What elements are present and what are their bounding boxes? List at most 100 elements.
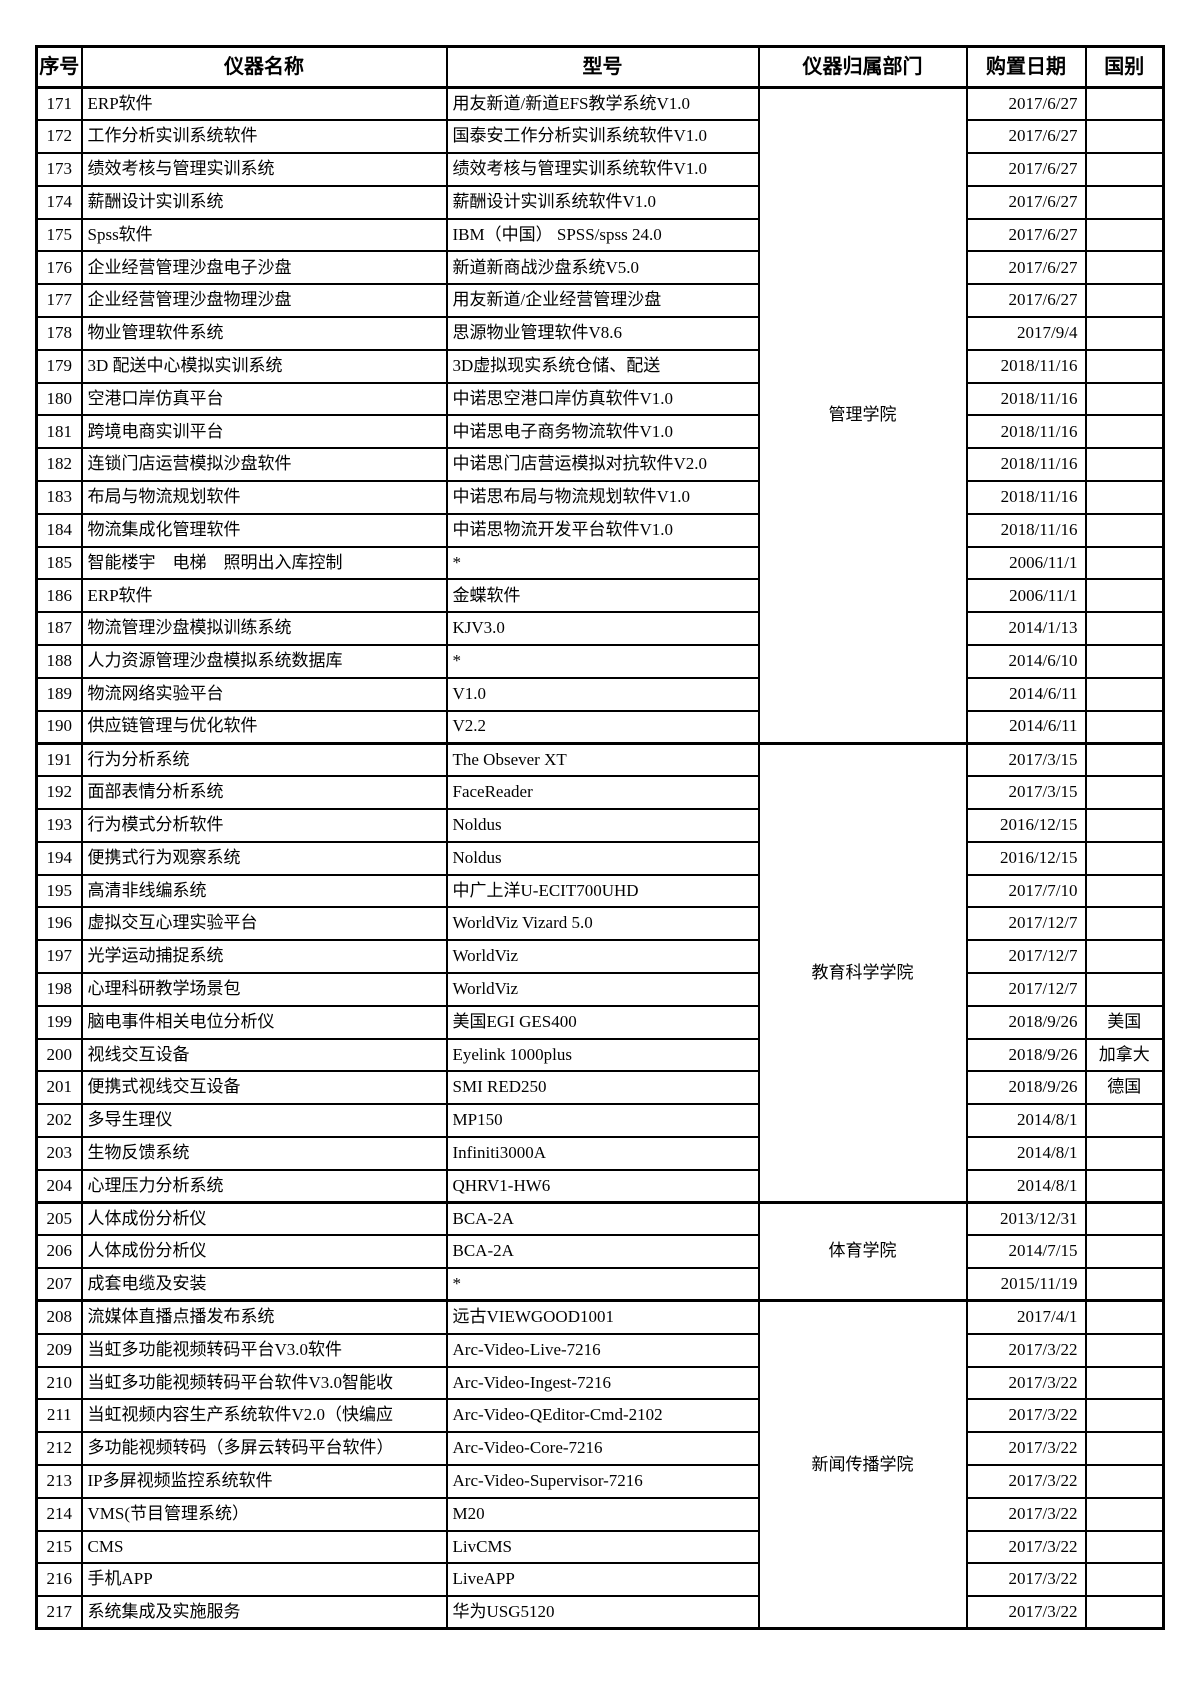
table-row: 172 工作分析实训系统软件 国泰安工作分析实训系统软件V1.0 2017/6/27 <box>35 119 1165 155</box>
cell-date: 2017/3/22 <box>965 1398 1087 1434</box>
cell-country <box>1084 1168 1165 1204</box>
cell-country <box>1084 775 1165 811</box>
cell-date: 2006/11/1 <box>965 578 1087 614</box>
cell-country <box>1084 381 1165 417</box>
cell-model: 中诺思物流开发平台软件V1.0 <box>445 512 760 548</box>
cell-index: 201 <box>35 1070 83 1106</box>
cell-name: 物流网络实验平台 <box>80 676 448 712</box>
cell-date: 2017/3/22 <box>965 1529 1087 1565</box>
cell-date: 2018/11/16 <box>965 348 1087 384</box>
cell-model: * <box>445 1267 760 1302</box>
cell-model: KJV3.0 <box>445 611 760 647</box>
cell-index: 177 <box>35 283 83 319</box>
cell-date: 2017/12/7 <box>965 906 1087 942</box>
table-row: 187 物流管理沙盘模拟训练系统 KJV3.0 2014/1/13 <box>35 611 1165 647</box>
cell-name: 物流集成化管理软件 <box>80 512 448 548</box>
cell-country <box>1084 873 1165 909</box>
cell-model: Arc-Video-Ingest-7216 <box>445 1365 760 1401</box>
table-row: 182 连锁门店运营模拟沙盘软件 中诺思门店营运模拟对抗软件V2.0 2018/11/… <box>35 447 1165 483</box>
cell-country <box>1084 1431 1165 1466</box>
cell-country <box>1084 972 1165 1007</box>
cell-index: 184 <box>35 512 83 548</box>
cell-country <box>1084 808 1165 843</box>
cell-date: 2014/6/10 <box>965 644 1087 679</box>
cell-model: Arc-Video-Supervisor-7216 <box>445 1463 760 1499</box>
cell-model: BCA-2A <box>445 1234 760 1270</box>
cell-country <box>1084 283 1165 319</box>
cell-country <box>1084 512 1165 548</box>
cell-date: 2017/4/1 <box>965 1299 1087 1335</box>
cell-date: 2017/3/15 <box>965 741 1087 778</box>
table-row: 202 多导生理仪 MP150 2014/8/1 <box>35 1103 1165 1138</box>
col-header-country: 国别 <box>1084 45 1165 89</box>
cell-model: Eyelink 1000plus <box>445 1037 760 1073</box>
table-row: 179 3D 配送中心模拟实训系统 3D虚拟现实系统仓储、配送 2018/11/16 <box>35 348 1165 384</box>
col-header-name: 仪器名称 <box>80 45 448 89</box>
table-row: 196 虚拟交互心理实验平台 WorldViz Vizard 5.0 2017/12/… <box>35 906 1165 942</box>
cell-date: 2017/3/22 <box>965 1595 1087 1630</box>
cell-index: 194 <box>35 840 83 876</box>
cell-date: 2014/7/15 <box>965 1234 1087 1270</box>
cell-model: 华为USG5120 <box>445 1595 760 1630</box>
cell-index: 209 <box>35 1332 83 1368</box>
cell-country <box>1084 1365 1165 1401</box>
cell-model: 美国EGI GES400 <box>445 1004 760 1040</box>
table-header: 序号 仪器名称 型号 仪器归属部门 购置日期 国别 <box>35 45 1165 89</box>
cell-name: 企业经营管理沙盘电子沙盘 <box>80 250 448 286</box>
cell-date: 2017/12/7 <box>965 972 1087 1007</box>
cell-name: Spss软件 <box>80 217 448 253</box>
table-row: 171 ERP软件 用友新道/新道EFS教学系统V1.0 管理学院 2017/6/27 <box>35 86 1165 745</box>
cell-name: 布局与物流规划软件 <box>80 480 448 515</box>
cell-date: 2017/3/22 <box>965 1562 1087 1598</box>
cell-date: 2017/6/27 <box>965 86 1087 122</box>
cell-department: 管理学院 <box>757 86 968 745</box>
cell-name: 供应链管理与优化软件 <box>80 709 448 745</box>
cell-model: 新道新商战沙盘系统V5.0 <box>445 250 760 286</box>
table-row: 185 智能楼宇 电梯 照明出入库控制 * 2006/11/1 <box>35 545 1165 581</box>
cell-name: 跨境电商实训平台 <box>80 414 448 450</box>
cell-date: 2018/11/16 <box>965 414 1087 450</box>
cell-name: 高清非线编系统 <box>80 873 448 909</box>
cell-name: 生物反馈系统 <box>80 1136 448 1171</box>
table-row: 207 成套电缆及安装 * 2015/11/19 <box>35 1267 1165 1302</box>
cell-index: 200 <box>35 1037 83 1073</box>
cell-name: 物业管理软件系统 <box>80 316 448 351</box>
cell-country <box>1084 1562 1165 1598</box>
cell-country <box>1084 1595 1165 1630</box>
table-row: 176 企业经营管理沙盘电子沙盘 新道新商战沙盘系统V5.0 2017/6/27 <box>35 250 1165 286</box>
cell-date: 2014/8/1 <box>965 1103 1087 1138</box>
cell-index: 205 <box>35 1201 83 1237</box>
cell-country <box>1084 1201 1165 1237</box>
cell-department: 教育科学学院 <box>757 741 968 1204</box>
cell-model: 远古VIEWGOOD1001 <box>445 1299 760 1335</box>
table-row: 212 多功能视频转码（多屏云转码平台软件） Arc-Video-Core-7216… <box>35 1431 1165 1466</box>
cell-model: QHRV1-HW6 <box>445 1168 760 1204</box>
cell-index: 187 <box>35 611 83 647</box>
cell-country <box>1084 1332 1165 1368</box>
cell-name: 企业经营管理沙盘物理沙盘 <box>80 283 448 319</box>
cell-index: 190 <box>35 709 83 745</box>
table-row: 177 企业经营管理沙盘物理沙盘 用友新道/企业经营管理沙盘 2017/6/27 <box>35 283 1165 319</box>
cell-index: 210 <box>35 1365 83 1401</box>
cell-name: 系统集成及实施服务 <box>80 1595 448 1630</box>
cell-country <box>1084 1463 1165 1499</box>
cell-date: 2017/6/27 <box>965 283 1087 319</box>
table-row: 188 人力资源管理沙盘模拟系统数据库 * 2014/6/10 <box>35 644 1165 679</box>
cell-name: 智能楼宇 电梯 照明出入库控制 <box>80 545 448 581</box>
cell-index: 175 <box>35 217 83 253</box>
equipment-inventory-table: 序号 仪器名称 型号 仪器归属部门 购置日期 国别 171 ERP软件 用友新道/新… <box>35 45 1165 1631</box>
cell-country <box>1084 676 1165 712</box>
cell-date: 2014/6/11 <box>965 709 1087 745</box>
cell-model: 中诺思门店营运模拟对抗软件V2.0 <box>445 447 760 483</box>
cell-country <box>1084 1496 1165 1532</box>
table-row: 206 人体成份分析仪 BCA-2A 2014/7/15 <box>35 1234 1165 1270</box>
table-row: 209 当虹多功能视频转码平台V3.0软件 Arc-Video-Live-7216 2… <box>35 1332 1165 1368</box>
cell-model: MP150 <box>445 1103 760 1138</box>
cell-name: 虚拟交互心理实验平台 <box>80 906 448 942</box>
cell-model: Arc-Video-Core-7216 <box>445 1431 760 1466</box>
table-row: 174 薪酬设计实训系统 薪酬设计实训系统软件V1.0 2017/6/27 <box>35 184 1165 220</box>
cell-date: 2017/12/7 <box>965 939 1087 975</box>
cell-name: 当虹多功能视频转码平台V3.0软件 <box>80 1332 448 1368</box>
cell-country <box>1084 611 1165 647</box>
cell-country <box>1084 316 1165 351</box>
